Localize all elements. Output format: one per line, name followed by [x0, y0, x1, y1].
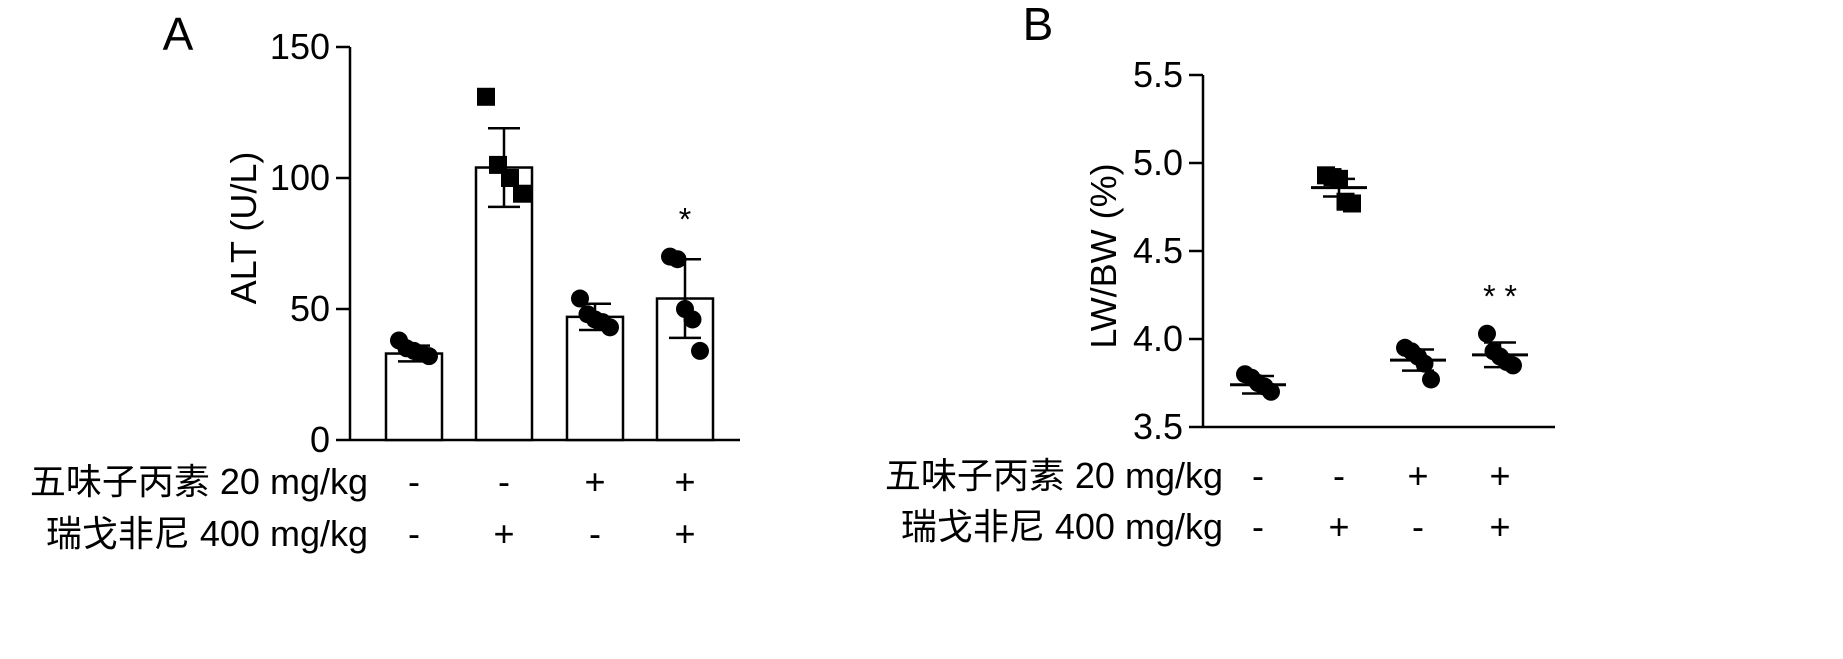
group-4: * *	[1472, 279, 1528, 375]
treatment2-sign: -	[1412, 506, 1424, 547]
treatment2-sign: +	[1328, 506, 1349, 547]
panel-label: B	[1023, 0, 1054, 50]
y-tick-label: 5.0	[1133, 142, 1183, 183]
treatment1-sign: -	[1333, 455, 1345, 496]
data-point	[501, 169, 519, 187]
group-3	[1390, 338, 1446, 389]
data-point	[513, 184, 531, 203]
y-tick-label: 50	[290, 288, 330, 329]
data-point	[601, 318, 619, 337]
bar	[565, 315, 625, 442]
data-point	[571, 289, 589, 308]
data-point	[420, 347, 438, 366]
significance-marker: *	[679, 202, 691, 238]
data-point	[1262, 382, 1280, 401]
treatment1-label: 五味子丙素 20 mg/kg	[885, 455, 1223, 496]
bar	[384, 352, 444, 442]
data-point	[1343, 194, 1361, 213]
y-tick-label: 150	[270, 26, 330, 67]
panel-b-lwbw-chart: B LW/BW (%) 3.5 4.0 4.5 5.0 5.5 - - - + + - * * + + 五味子丙…	[885, 0, 1555, 547]
treatment1-sign: +	[584, 461, 605, 502]
y-axis-title: LW/BW (%)	[1083, 163, 1124, 348]
group-2	[1311, 166, 1367, 213]
group-2	[474, 87, 534, 442]
treatment1-sign: -	[498, 461, 510, 502]
treatment2-label: 瑞戈非尼 400 mg/kg	[46, 513, 368, 554]
significance-marker: * *	[1483, 279, 1517, 315]
treatment2-sign: +	[493, 513, 514, 554]
panel-a-alt-chart: A ALT (U/L) 0 50 100 150 - - - + + - * + + 五味子丙素 20 mg/…	[30, 8, 740, 554]
data-point	[1422, 370, 1440, 389]
treatment1-label: 五味子丙素 20 mg/kg	[30, 461, 368, 502]
y-tick-label: 100	[270, 157, 330, 198]
y-axis-title: ALT (U/L)	[223, 152, 264, 305]
treatment2-sign: -	[408, 513, 420, 554]
data-point	[691, 341, 709, 360]
treatment2-sign: -	[1252, 506, 1264, 547]
group-1	[1230, 365, 1286, 401]
data-point	[1415, 354, 1434, 373]
treatment1-sign: +	[674, 461, 695, 502]
treatment2-sign: +	[1489, 506, 1510, 547]
panel-label: A	[163, 8, 194, 60]
y-tick-label: 4.0	[1133, 318, 1183, 359]
treatment2-label: 瑞戈非尼 400 mg/kg	[901, 506, 1223, 547]
data-point	[1504, 356, 1522, 375]
group-1	[384, 331, 444, 442]
data-point	[668, 250, 687, 269]
treatment1-sign: +	[1407, 455, 1428, 496]
treatment1-sign: -	[408, 461, 420, 502]
treatment1-sign: -	[1252, 455, 1264, 496]
treatment2-sign: +	[674, 513, 695, 554]
data-point	[683, 310, 702, 329]
treatment1-sign: +	[1489, 455, 1510, 496]
treatment2-sign: -	[589, 513, 601, 554]
group-4: *	[655, 202, 715, 442]
data-point	[1330, 169, 1348, 188]
data-point	[1478, 324, 1496, 343]
y-tick-label: 0	[310, 419, 330, 460]
y-tick-label: 5.5	[1133, 54, 1183, 95]
data-point	[477, 87, 495, 106]
y-tick-label: 3.5	[1133, 406, 1183, 447]
bar	[474, 166, 534, 442]
group-3	[565, 289, 625, 442]
y-tick-label: 4.5	[1133, 230, 1183, 271]
